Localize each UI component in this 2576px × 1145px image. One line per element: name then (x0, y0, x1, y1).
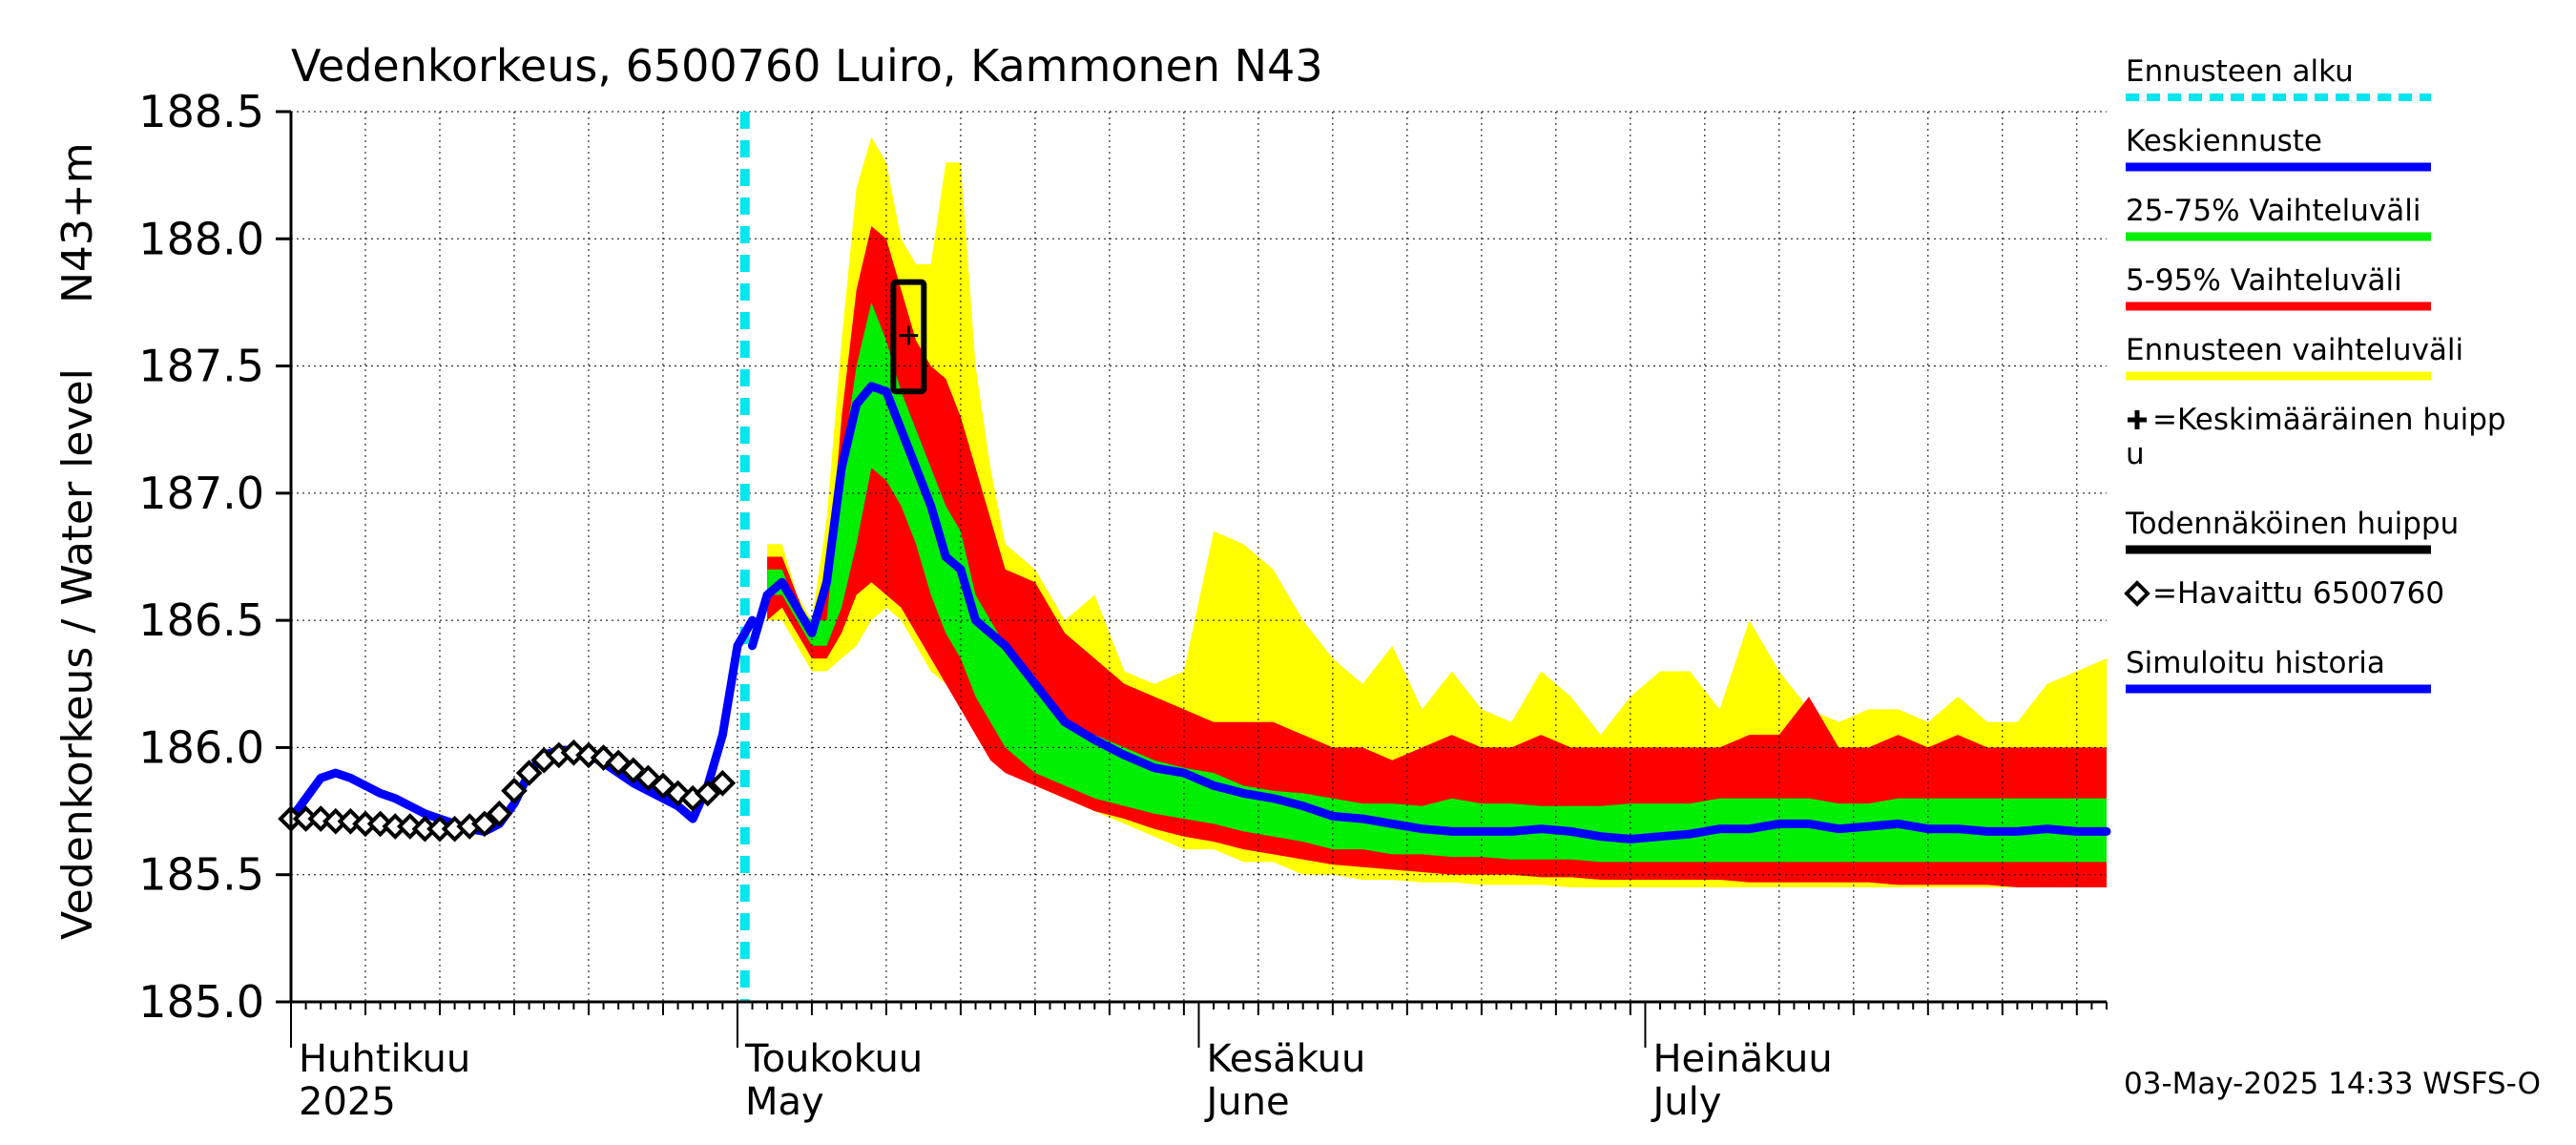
probable-peak-box (890, 279, 927, 395)
month-label-en: July (1650, 1080, 1721, 1124)
legend-label: Todennäköinen huippu (2125, 507, 2459, 541)
y-tick-label: 186.5 (138, 594, 264, 646)
legend-label: 25-75% Vaihteluväli (2126, 194, 2421, 228)
series-keskiennuste (748, 382, 2111, 843)
month-label-en: 2025 (299, 1080, 396, 1124)
observed-point (486, 800, 513, 827)
legend-label: 5-95% Vaihteluväli (2126, 263, 2402, 298)
peak-box (890, 279, 927, 395)
month-label-en: May (745, 1080, 824, 1124)
y-tick-label: 185.0 (138, 976, 264, 1028)
observed-point (515, 760, 543, 786)
legend-label: u (2126, 437, 2145, 471)
legend-diamond-icon (2124, 580, 2150, 607)
y-tick-label: 188.5 (138, 86, 264, 137)
chart-title: Vedenkorkeus, 6500760 Luiro, Kammonen N4… (291, 40, 1323, 92)
y-axis-unit-label: N43+m (53, 142, 102, 303)
month-label-fi: Toukokuu (744, 1037, 923, 1081)
legend-label: =Havaittu 6500760 (2152, 576, 2444, 611)
forecast-bands (767, 136, 2107, 887)
y-tick-label: 185.5 (138, 849, 264, 901)
legend: Ennusteen alku Keskiennuste 25-75% Vaihtel… (2124, 54, 2506, 694)
y-tick-labels: 185.0 185.5 186.0 186.5 187.0 187.5 188.0 188.5 (138, 86, 264, 1028)
y-tick-label: 188.0 (138, 213, 264, 264)
y-tick-label: 187.5 (138, 341, 264, 392)
observed-point (501, 777, 528, 804)
month-label-fi: Huhtikuu (299, 1037, 470, 1081)
observed-point (709, 769, 737, 797)
legend-label: Ennusteen alku (2126, 54, 2354, 89)
observed-point (470, 810, 498, 838)
y-tick-label: 187.0 (138, 468, 264, 519)
timestamp-footer: 03-May-2025 14:33 WSFS-O (2124, 1067, 2541, 1101)
legend-label: Ennusteen vaihteluväli (2126, 333, 2463, 367)
legend-label: Simuloitu historia (2126, 646, 2385, 680)
observed-point (694, 780, 721, 807)
band-25-75-vaihteluv-li (767, 302, 2107, 863)
y-axis-label: Vedenkorkeus / Water level (53, 368, 102, 940)
month-label-fi: Kesäkuu (1207, 1037, 1366, 1081)
observed-markers (278, 739, 737, 843)
y-tick-label: 186.0 (138, 721, 264, 773)
legend-label: Keskiennuste (2126, 124, 2322, 158)
month-label-fi: Heinäkuu (1652, 1037, 1832, 1081)
band-5-95-vaihteluv-li (767, 226, 2107, 887)
month-label-en: June (1204, 1080, 1290, 1124)
legend-label: =Keskimääräinen huipp (2152, 403, 2506, 437)
axes (276, 110, 2108, 1048)
